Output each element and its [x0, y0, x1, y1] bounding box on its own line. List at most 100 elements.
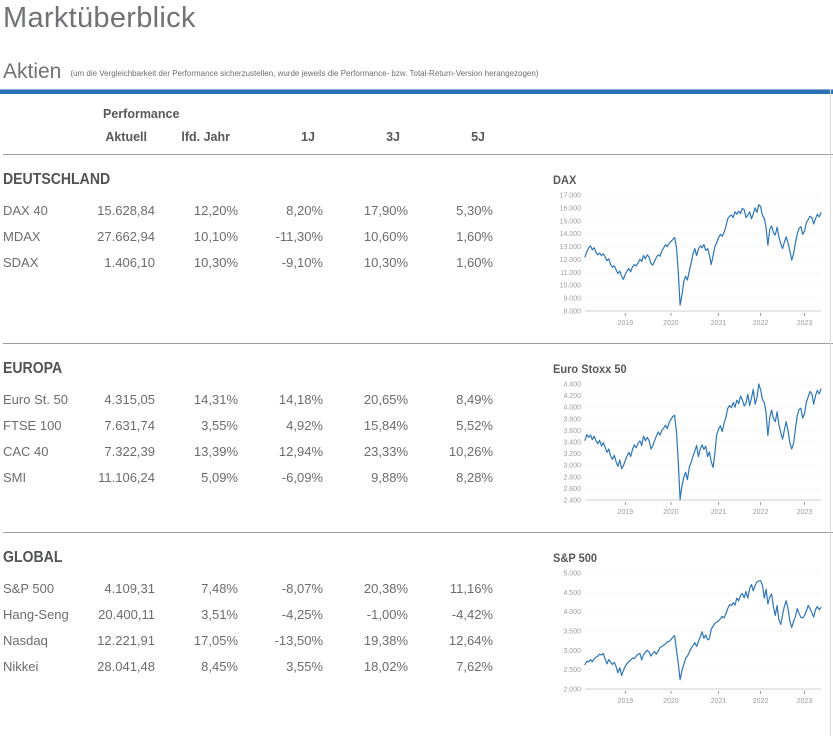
value-cell: 10,30% — [363, 254, 408, 270]
table-row: FTSE 100 7.631,74 3,55% 4,92% 15,84% 5,52% — [3, 412, 503, 438]
x-axis-label: 2023 — [797, 320, 813, 327]
index-label: Nikkei — [3, 658, 39, 674]
y-axis-label: 3.800 — [563, 416, 581, 423]
value-cell: 1,60% — [456, 254, 493, 270]
x-axis-label: 2023 — [797, 698, 813, 705]
value-cell: 11.106,24 — [98, 469, 155, 485]
value-cell: 10,26% — [448, 443, 493, 459]
header-spacer — [3, 130, 93, 144]
col-header-3j: 3J — [386, 130, 400, 144]
value-cell: 23,33% — [363, 443, 408, 459]
price-line — [584, 580, 822, 681]
value-cell: 1,60% — [456, 228, 493, 244]
y-axis-label: 17.000 — [560, 193, 582, 200]
section-table: GLOBAL S&P 500 4.109,31 7,48% -8,07% 20,38% 1… — [3, 539, 503, 721]
section-chart-panel: Euro Stoxx 50 4.400 4.200 4.000 3.800 3.600 3… — [553, 350, 833, 532]
y-axis-label: 8.000 — [563, 309, 581, 316]
value-cell: 20,65% — [363, 391, 408, 407]
price-line — [584, 383, 822, 501]
value-cell: -4,25% — [281, 606, 323, 622]
value-cell: 1.406,10 — [104, 254, 155, 270]
chart-title: DAX — [553, 173, 577, 187]
euro-stoxx-50-line-chart: 4.400 4.200 4.000 3.800 3.600 3.400 3.200 3.000… — [553, 378, 827, 526]
y-axis-label: 15.000 — [560, 218, 582, 225]
y-axis-label: 11.000 — [560, 270, 581, 277]
aktien-section-title: Aktien — [3, 60, 62, 83]
value-cell: 7,48% — [201, 580, 238, 596]
value-cell: 12,20% — [193, 202, 238, 218]
y-axis-label: 16.000 — [560, 205, 582, 212]
y-axis-label: 13.000 — [560, 244, 582, 251]
value-cell: 8,45% — [201, 658, 238, 674]
accent-rule — [0, 89, 833, 94]
col-header-lfd-jahr: lfd. Jahr — [181, 130, 230, 144]
x-axis-label: 2019 — [618, 509, 634, 516]
y-axis-label: 14.000 — [560, 231, 582, 238]
value-cell: 3,55% — [201, 417, 238, 433]
value-cell: 15.628,84 — [97, 202, 155, 218]
value-cell: 8,20% — [286, 202, 323, 218]
price-line-chart-svg: 17.000 16.000 15.000 14.000 13.000 12.000 11.0… — [560, 193, 822, 327]
value-cell: 20,38% — [363, 580, 408, 596]
index-label: FTSE 100 — [3, 417, 62, 433]
col-header-aktuell: Aktuell — [105, 130, 147, 144]
index-label: DAX 40 — [3, 202, 48, 218]
y-axis-label: 4.400 — [563, 382, 581, 389]
x-axis-label: 2022 — [753, 698, 769, 705]
y-axis-label: 3.000 — [563, 463, 581, 470]
value-cell: 8,49% — [456, 391, 493, 407]
x-axis-label: 2022 — [753, 509, 769, 516]
y-axis-label: 3.600 — [563, 428, 581, 435]
x-axis-label: 2019 — [618, 698, 634, 705]
value-cell: 17,90% — [363, 202, 408, 218]
value-cell: 5,30% — [456, 202, 493, 218]
value-cell: 10,30% — [193, 254, 238, 270]
value-cell: -13,50% — [274, 632, 323, 648]
x-axis-label: 2022 — [753, 320, 769, 327]
value-cell: 5,52% — [456, 417, 493, 433]
value-cell: 12.221,91 — [97, 632, 155, 648]
y-axis-label: 2.400 — [563, 498, 581, 505]
value-cell: 12,94% — [278, 443, 323, 459]
x-axis-label: 2023 — [797, 509, 813, 516]
value-cell: 9,88% — [371, 469, 408, 485]
value-cell: -11,30% — [275, 228, 323, 244]
index-label: SMI — [3, 469, 27, 485]
y-axis-label: 10.000 — [560, 283, 582, 290]
value-cell: 3,51% — [201, 606, 238, 622]
price-line — [584, 204, 822, 306]
index-label: Hang-Seng — [3, 606, 69, 622]
y-axis-label: 2.000 — [563, 687, 581, 694]
section-heading: GLOBAL — [3, 549, 63, 566]
table-row: MDAX 27.662,94 10,10% -11,30% 10,60% 1,60% — [3, 223, 503, 249]
index-label: SDAX — [3, 254, 39, 270]
value-cell: 27.662,94 — [97, 228, 155, 244]
value-cell: 15,84% — [363, 417, 408, 433]
value-cell: -6,09% — [281, 469, 323, 485]
price-line-chart-svg: 5.000 4.500 4.000 3.500 3.000 2.500 2.000 2019 2… — [563, 571, 822, 705]
x-axis-label: 2021 — [711, 698, 727, 705]
x-axis-label: 2021 — [711, 509, 727, 516]
section-deutschland: DEUTSCHLAND DAX 40 15.628,84 12,20% 8,20% 17… — [3, 154, 833, 343]
performance-group-label: Performance — [103, 107, 180, 121]
value-cell: 7,62% — [456, 658, 493, 674]
x-axis-label: 2019 — [618, 320, 634, 327]
table-row: Euro St. 50 4.315,05 14,31% 14,18% 20,65% 8,4… — [3, 386, 503, 412]
value-cell: 10,60% — [363, 228, 408, 244]
rows: Euro St. 50 4.315,05 14,31% 14,18% 20,65% 8,4… — [3, 386, 503, 490]
table-row: CAC 40 7.322,39 13,39% 12,94% 23,33% 10,26% — [3, 438, 503, 464]
value-cell: -4,42% — [451, 606, 493, 622]
section-heading: EUROPA — [3, 360, 63, 377]
table-header: Performance Aktuell lfd. Jahr 1J 3J 5J — [3, 94, 833, 154]
x-axis-label: 2020 — [663, 698, 679, 705]
y-axis-label: 4.000 — [563, 609, 581, 616]
value-cell: -8,07% — [281, 580, 323, 596]
value-cell: 8,28% — [456, 469, 493, 485]
aktien-note: (um die Vergleichbarkeit der Performance… — [70, 69, 539, 78]
col-header-1j: 1J — [301, 130, 315, 144]
x-axis-label: 2020 — [663, 509, 679, 516]
value-cell: 13,39% — [193, 443, 238, 459]
col-header-5j: 5J — [471, 130, 485, 144]
value-cell: 18,02% — [363, 658, 408, 674]
